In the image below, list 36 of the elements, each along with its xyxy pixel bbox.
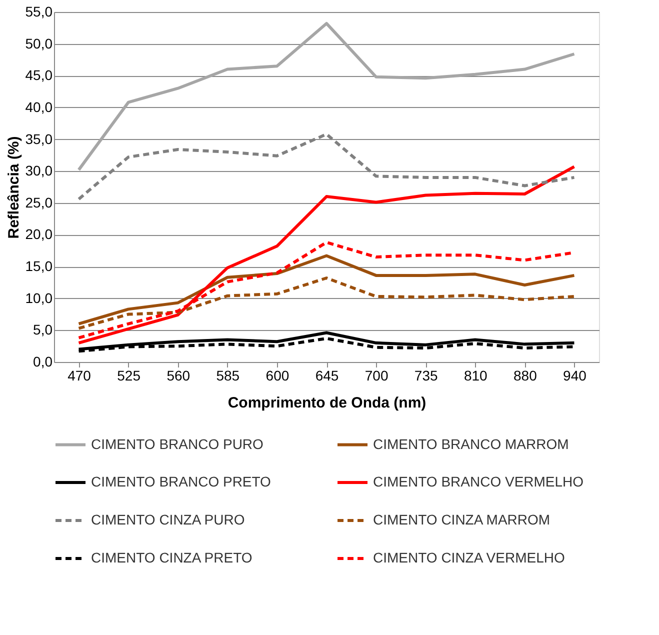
y-tick-label: 20,0 <box>25 226 53 242</box>
x-tick-label: 810 <box>464 368 488 384</box>
y-tick-label: 45,0 <box>25 67 53 84</box>
y-tick-label: 35,0 <box>25 130 53 147</box>
legend-label: CIMENTO CINZA PRETO <box>91 550 252 566</box>
x-tick-label: 525 <box>117 368 141 384</box>
x-tick-label: 470 <box>68 368 92 384</box>
legend-label: CIMENTO CINZA VERMELHO <box>373 550 565 566</box>
legend-label: CIMENTO BRANCO PRETO <box>91 474 272 490</box>
y-axis-title: Refleância (%) <box>5 136 22 239</box>
y-tick-label: 0,0 <box>33 354 53 370</box>
y-tick-label: 25,0 <box>25 194 53 210</box>
x-axis-title: Comprimento de Onda (nm) <box>228 394 426 412</box>
legend-label: CIMENTO BRANCO VERMELHO <box>373 474 584 490</box>
y-tick-label: 30,0 <box>25 162 53 179</box>
legend-label: CIMENTO BRANCO PURO <box>91 436 264 452</box>
legend-label: CIMENTO BRANCO MARROM <box>373 436 569 452</box>
legend-label: CIMENTO CINZA MARROM <box>373 512 550 528</box>
line-series <box>77 165 576 344</box>
x-tick-label: 600 <box>266 368 290 384</box>
x-tick-label: 560 <box>166 368 190 384</box>
legend-label: CIMENTO CINZA PURO <box>91 512 245 528</box>
x-tick-label: 735 <box>414 368 438 384</box>
y-tick-label: 15,0 <box>25 258 53 274</box>
y-tick-label: 50,0 <box>25 35 53 52</box>
y-tick-label: 10,0 <box>25 290 53 306</box>
x-tick-label: 880 <box>514 368 538 384</box>
x-tick-label: 585 <box>216 368 240 384</box>
x-tick-label: 940 <box>563 368 587 384</box>
x-tick-label: 645 <box>315 368 339 384</box>
line-series <box>77 22 576 172</box>
y-tick-label: 5,0 <box>33 322 53 338</box>
line-series <box>77 254 576 326</box>
y-tick-label: 55,0 <box>25 4 53 20</box>
x-tick-label: 700 <box>364 368 388 384</box>
y-tick-label: 40,0 <box>25 98 53 115</box>
